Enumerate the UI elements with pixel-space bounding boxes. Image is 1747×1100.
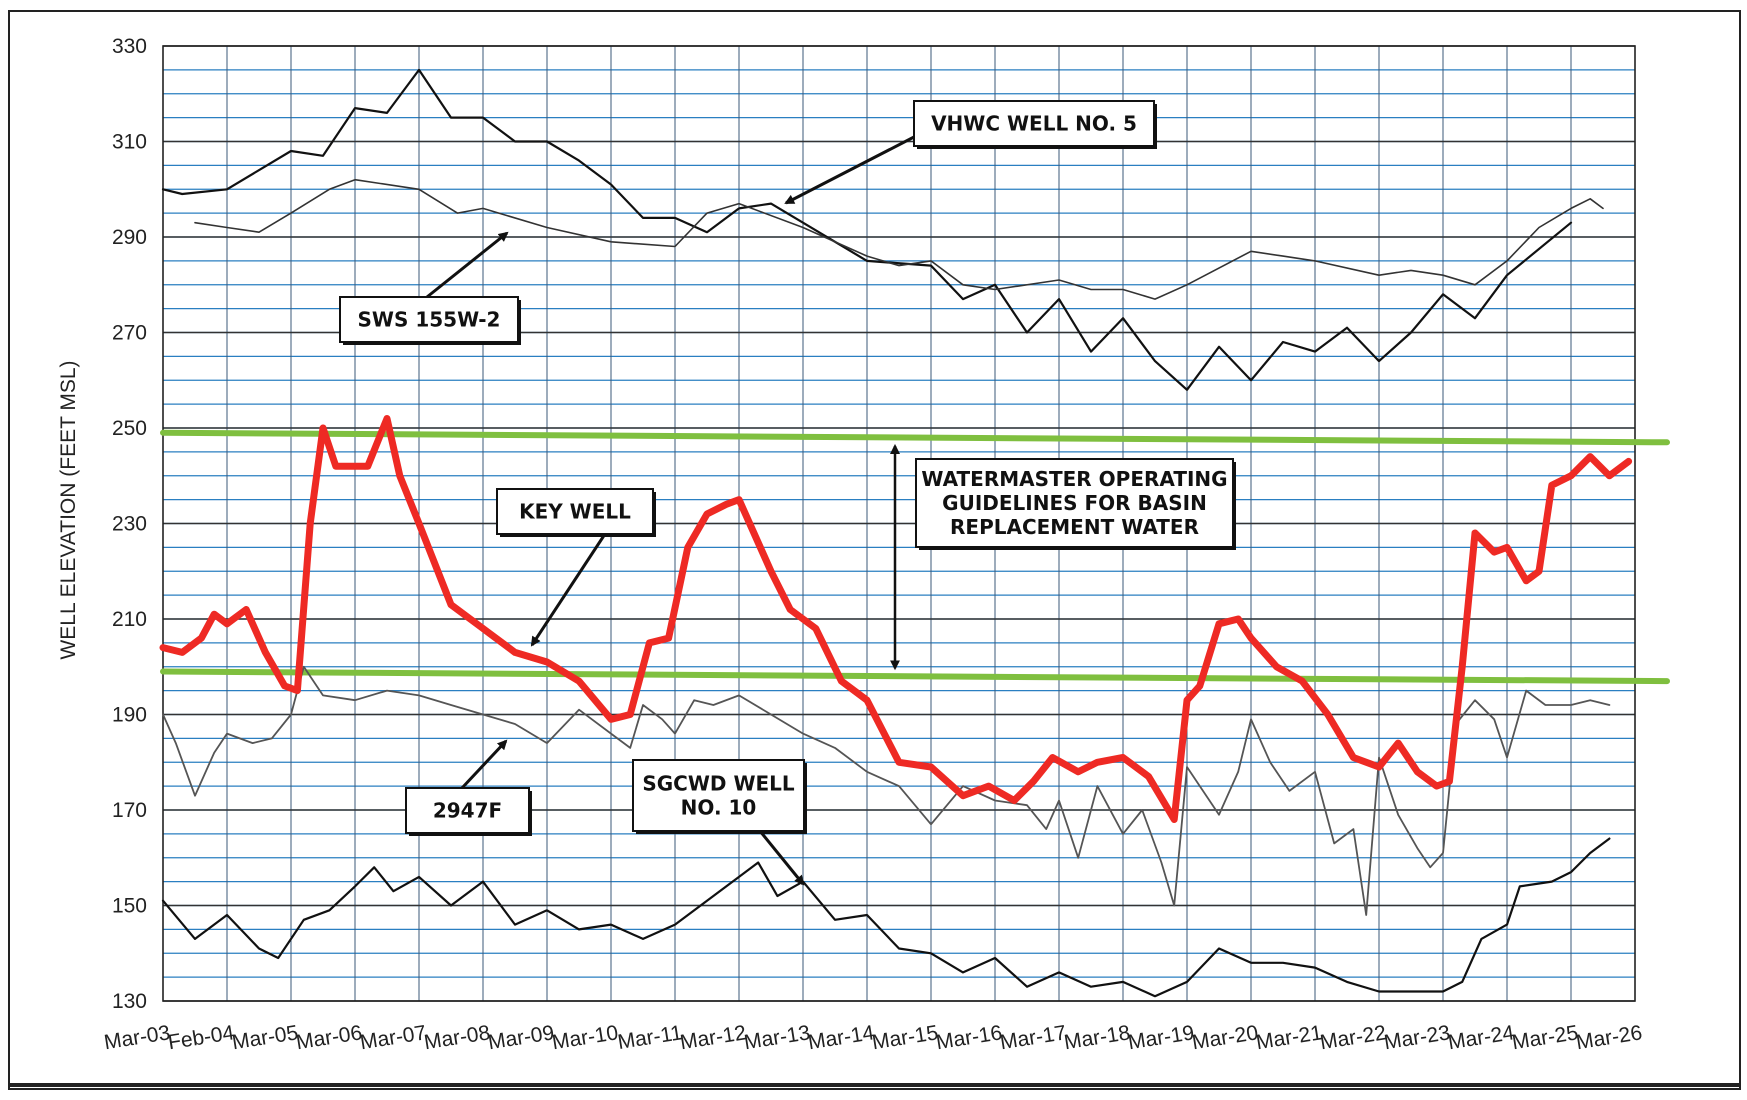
x-tick-label: Mar-21: [1254, 1021, 1323, 1054]
grid: [162, 45, 1636, 1002]
x-tick-label: Mar-06: [294, 1021, 363, 1054]
callout-text: REPLACEMENT WATER: [950, 515, 1199, 539]
callout-text: VHWC WELL NO. 5: [931, 112, 1137, 136]
y-tick-label: 210: [112, 608, 147, 631]
callout-2947f: 2947F: [405, 739, 532, 836]
callout-vhwc-well-no-5: VHWC WELL NO. 5: [784, 100, 1157, 205]
callout-text: NO. 10: [681, 796, 757, 820]
y-tick-label: 270: [112, 322, 147, 345]
x-tick-label: Mar-13: [742, 1021, 811, 1054]
x-tick-label: Mar-12: [678, 1021, 747, 1054]
bottom-rule: [8, 1083, 1741, 1087]
y-axis-title: WELL ELEVATION (FEET MSL): [57, 360, 80, 659]
x-tick-label: Mar-24: [1446, 1021, 1516, 1054]
series-guideline-lower: [160, 668, 1670, 685]
x-tick-label: Mar-19: [1126, 1021, 1195, 1054]
series-guideline-upper: [160, 429, 1670, 446]
y-tick-label: 130: [112, 990, 147, 1013]
callout-box: [339, 296, 519, 343]
callout-arrow: [530, 533, 607, 647]
callout-box: [405, 787, 530, 834]
callout-arrow: [426, 231, 509, 299]
x-tick-label: Mar-26: [1574, 1021, 1643, 1054]
x-tick-label: Mar-16: [934, 1021, 1003, 1054]
callout-arrow: [758, 830, 805, 886]
x-tick-label: Mar-17: [998, 1021, 1067, 1054]
y-tick-label: 330: [112, 35, 147, 58]
callout-arrow: [784, 135, 915, 205]
y-tick-label: 190: [112, 704, 147, 727]
y-tick-label: 250: [112, 417, 147, 440]
x-tick-label: Mar-05: [230, 1021, 299, 1054]
x-tick-label: Mar-22: [1318, 1021, 1387, 1054]
series-key-well: [159, 415, 1633, 823]
x-tick-label: Mar-07: [358, 1021, 427, 1054]
x-tick-label: Feb-04: [166, 1021, 236, 1054]
series-sgcwd-well-no-10: [161, 837, 1611, 998]
callout-sws-155w-2: SWS 155W-2: [339, 231, 521, 345]
x-tick-label: Mar-03: [102, 1021, 171, 1054]
x-tick-label: Mar-15: [870, 1021, 939, 1054]
series-sws-155w-2: [194, 178, 1604, 300]
x-tick-label: Mar-18: [1062, 1021, 1131, 1054]
callout-text: KEY WELL: [519, 500, 631, 524]
y-tick-label: 150: [112, 895, 147, 918]
callout-box: [913, 100, 1155, 147]
callout-box: [496, 488, 654, 535]
callout-text: GUIDELINES FOR BASIN: [942, 491, 1207, 515]
x-tick-label: Mar-14: [806, 1021, 876, 1054]
callout-text: SWS 155W-2: [358, 308, 501, 332]
series-2947f: [162, 665, 1611, 916]
x-tick-label: Mar-10: [550, 1021, 619, 1054]
y-tick-label: 170: [112, 799, 147, 822]
callout-box: [915, 458, 1234, 548]
y-tick-label: 310: [112, 131, 147, 154]
x-tick-label: Mar-25: [1510, 1021, 1579, 1054]
callout-box: [632, 759, 805, 832]
chart-frame: [8, 10, 1741, 1090]
series-layer: [159, 68, 1670, 998]
series-vhwc-well-no-5: [161, 68, 1573, 391]
x-tick-label: Mar-08: [422, 1021, 491, 1054]
annotation-layer: VHWC WELL NO. 5 SWS 155W-2 KEY WELL 2947F SG…: [339, 100, 1236, 886]
x-tick-label: Mar-09: [486, 1021, 555, 1054]
callout-arrow: [460, 739, 508, 790]
y-tick-label: 230: [112, 513, 147, 536]
x-tick-label: Mar-11: [616, 1021, 684, 1054]
callout-text: SGCWD WELL: [642, 772, 795, 796]
x-tick-label: Mar-20: [1190, 1021, 1259, 1054]
callout-text: 2947F: [433, 799, 502, 823]
x-tick-label: Mar-23: [1382, 1021, 1451, 1054]
y-tick-label: 290: [112, 226, 147, 249]
callout-key-well: KEY WELL: [496, 488, 656, 647]
plot-border: [162, 45, 1636, 1002]
callout-text: WATERMASTER OPERATING: [921, 467, 1227, 491]
